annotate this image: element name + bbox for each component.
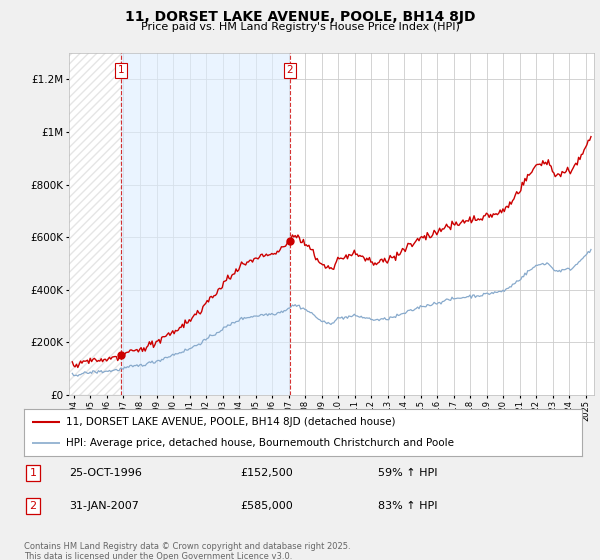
Text: 83% ↑ HPI: 83% ↑ HPI <box>378 501 437 511</box>
Text: HPI: Average price, detached house, Bournemouth Christchurch and Poole: HPI: Average price, detached house, Bour… <box>66 438 454 448</box>
Text: 1: 1 <box>29 468 37 478</box>
Bar <box>69 53 121 395</box>
Bar <box>121 53 290 395</box>
Text: 1: 1 <box>118 65 124 75</box>
Text: 25-OCT-1996: 25-OCT-1996 <box>69 468 142 478</box>
Text: 11, DORSET LAKE AVENUE, POOLE, BH14 8JD: 11, DORSET LAKE AVENUE, POOLE, BH14 8JD <box>125 10 475 24</box>
Bar <box>69 53 121 395</box>
Text: 2: 2 <box>29 501 37 511</box>
Text: 2: 2 <box>287 65 293 75</box>
Text: 11, DORSET LAKE AVENUE, POOLE, BH14 8JD (detached house): 11, DORSET LAKE AVENUE, POOLE, BH14 8JD … <box>66 417 395 427</box>
Text: Price paid vs. HM Land Registry's House Price Index (HPI): Price paid vs. HM Land Registry's House … <box>140 22 460 32</box>
Text: £152,500: £152,500 <box>240 468 293 478</box>
Text: 31-JAN-2007: 31-JAN-2007 <box>69 501 139 511</box>
Text: £585,000: £585,000 <box>240 501 293 511</box>
Text: Contains HM Land Registry data © Crown copyright and database right 2025.
This d: Contains HM Land Registry data © Crown c… <box>24 542 350 560</box>
Text: 59% ↑ HPI: 59% ↑ HPI <box>378 468 437 478</box>
